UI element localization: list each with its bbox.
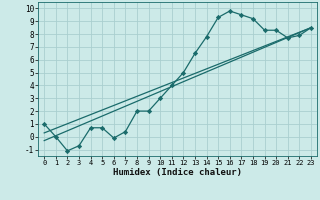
X-axis label: Humidex (Indice chaleur): Humidex (Indice chaleur) — [113, 168, 242, 177]
